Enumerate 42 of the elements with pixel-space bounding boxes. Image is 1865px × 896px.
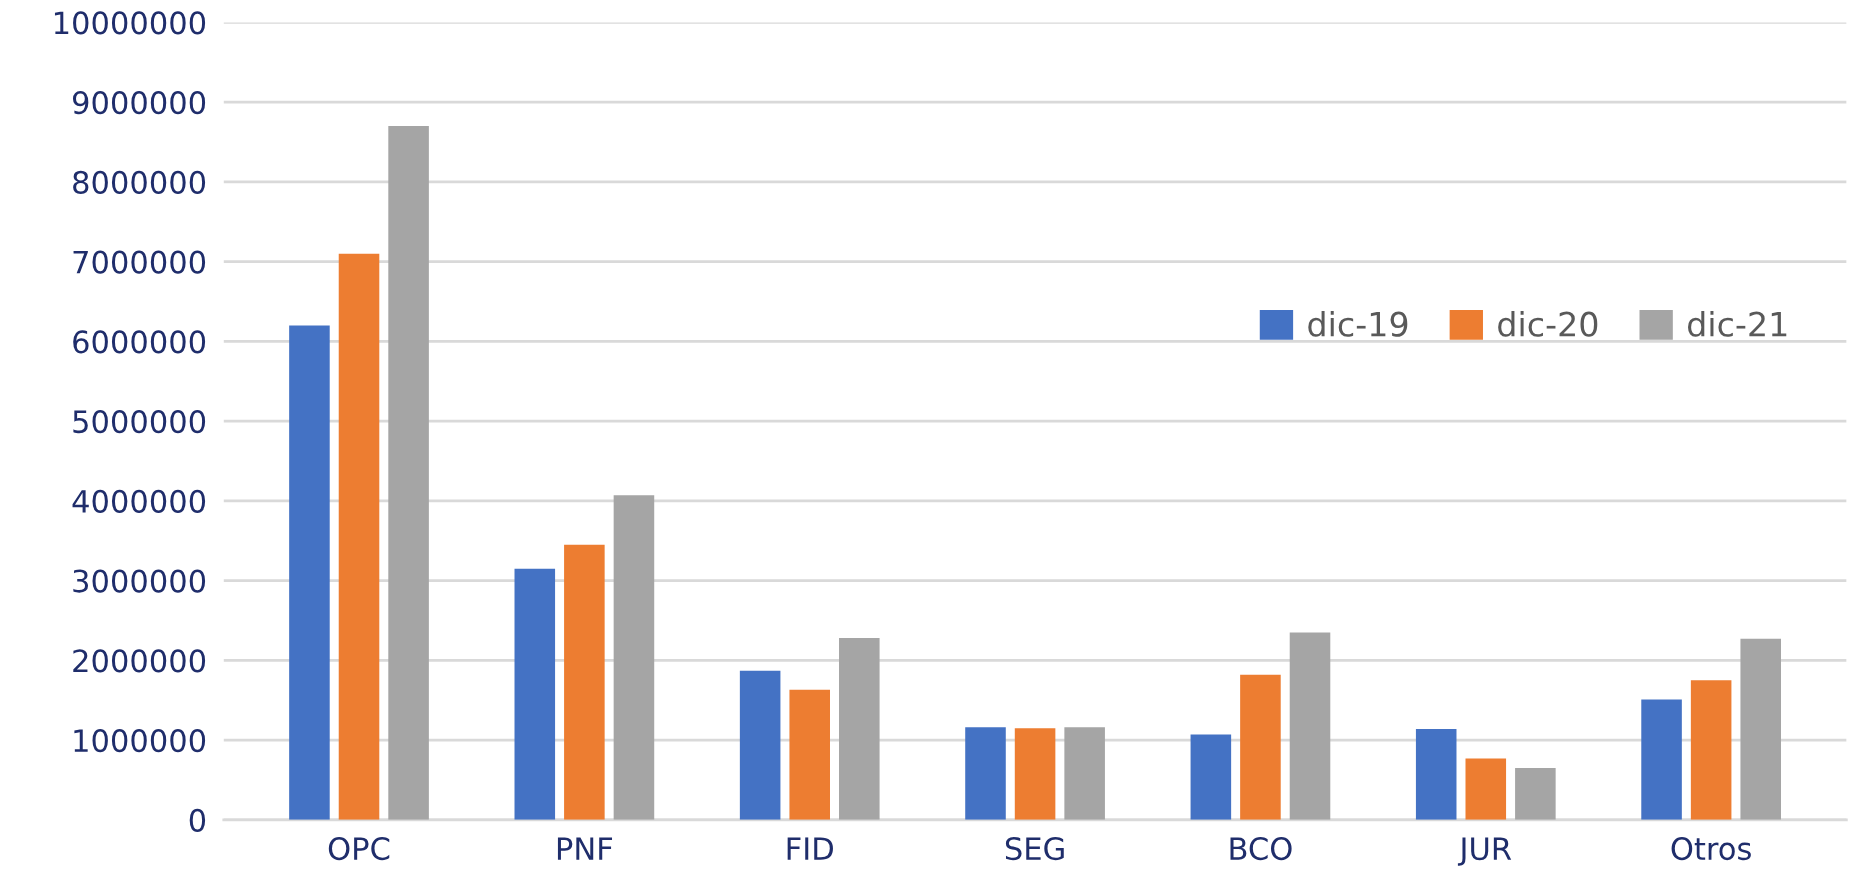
legend-label: dic-21 [1688,311,1787,337]
y-tick-label: 4000000 [72,489,206,513]
y-tick-label: 1000000 [74,729,206,753]
bar [289,325,330,820]
bar [839,638,880,820]
x-tick-label: JUR [1457,837,1512,866]
bar [739,670,781,820]
bar [1014,728,1056,820]
bar [1064,727,1105,820]
bar [514,568,556,820]
bar [1641,699,1682,820]
bar [388,126,429,820]
x-tick-label: FID [787,837,833,860]
bar [1515,768,1556,820]
bar [338,253,380,820]
y-tick-label: 6000000 [73,330,206,354]
bar [1465,758,1507,820]
y-tick-label: 3000000 [73,569,206,593]
y-tick-label: 2000000 [73,649,206,673]
legend-label: dic-20 [1498,311,1598,337]
bar [1289,632,1331,820]
y-tick-label: 0 [189,808,206,832]
bar [1240,674,1281,820]
bar [1190,734,1232,820]
bar [1415,728,1457,820]
y-tick-label: 8000000 [73,170,206,194]
bar [1740,638,1781,820]
legend-label: dic-19 [1308,311,1408,337]
bar [613,495,655,820]
x-tick-label: OPC [328,837,390,861]
x-tick-label: SEG [1005,837,1064,861]
y-tick-label: 9000000 [72,91,206,115]
x-tick-label: BCO [1230,837,1292,861]
bar [564,544,605,820]
x-tick-label: Otros [1671,837,1751,861]
bar [1690,680,1732,820]
x-tick-label: PNF [557,837,613,860]
y-tick-label: 7000000 [73,250,206,274]
y-tick-label: 5000000 [73,410,206,434]
bar [789,689,830,820]
y-tick-label: 10000000 [54,11,206,35]
bar [965,727,1006,820]
